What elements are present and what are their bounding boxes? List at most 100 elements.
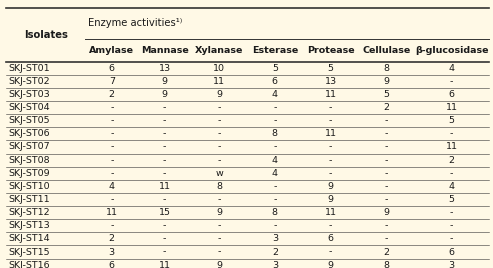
Text: 6: 6: [449, 248, 455, 256]
Text: -: -: [163, 129, 166, 138]
Text: -: -: [163, 221, 166, 230]
Text: -: -: [163, 169, 166, 178]
Text: 9: 9: [162, 90, 168, 99]
Text: Protease: Protease: [307, 46, 354, 55]
Text: 3: 3: [108, 248, 115, 256]
Text: -: -: [450, 169, 454, 178]
Text: -: -: [385, 129, 388, 138]
Text: 7: 7: [109, 77, 115, 86]
Text: -: -: [217, 116, 221, 125]
Text: -: -: [273, 221, 277, 230]
Text: SKJ-ST15: SKJ-ST15: [8, 248, 49, 256]
Text: 2: 2: [109, 234, 115, 243]
Text: 9: 9: [327, 182, 334, 191]
Text: -: -: [450, 129, 454, 138]
Text: SKJ-ST08: SKJ-ST08: [8, 156, 49, 165]
Text: 5: 5: [327, 64, 334, 73]
Text: -: -: [217, 195, 221, 204]
Text: -: -: [217, 248, 221, 256]
Text: -: -: [110, 143, 113, 151]
Text: 11: 11: [159, 261, 171, 268]
Text: 11: 11: [213, 77, 225, 86]
Text: -: -: [110, 116, 113, 125]
Text: -: -: [163, 234, 166, 243]
Text: 5: 5: [384, 90, 389, 99]
Text: -: -: [273, 195, 277, 204]
Text: 9: 9: [384, 77, 389, 86]
Text: 11: 11: [446, 103, 458, 112]
Text: 6: 6: [272, 77, 278, 86]
Text: -: -: [385, 221, 388, 230]
Text: -: -: [273, 103, 277, 112]
Text: Isolates: Isolates: [24, 30, 68, 40]
Text: -: -: [110, 169, 113, 178]
Text: SKJ-ST04: SKJ-ST04: [8, 103, 49, 112]
Text: -: -: [385, 156, 388, 165]
Text: 9: 9: [327, 261, 334, 268]
Text: 11: 11: [324, 129, 337, 138]
Text: -: -: [217, 143, 221, 151]
Text: -: -: [217, 129, 221, 138]
Text: 4: 4: [109, 182, 115, 191]
Text: 6: 6: [449, 90, 455, 99]
Text: 8: 8: [272, 129, 278, 138]
Text: -: -: [273, 182, 277, 191]
Text: SKJ-ST11: SKJ-ST11: [8, 195, 49, 204]
Text: 11: 11: [324, 208, 337, 217]
Text: -: -: [450, 77, 454, 86]
Text: Xylanase: Xylanase: [195, 46, 243, 55]
Text: 4: 4: [272, 169, 278, 178]
Text: 9: 9: [216, 90, 222, 99]
Text: 13: 13: [159, 64, 171, 73]
Text: SKJ-ST05: SKJ-ST05: [8, 116, 49, 125]
Text: 11: 11: [446, 143, 458, 151]
Text: -: -: [163, 143, 166, 151]
Text: 2: 2: [384, 248, 389, 256]
Text: 4: 4: [272, 90, 278, 99]
Text: SKJ-ST13: SKJ-ST13: [8, 221, 50, 230]
Text: 4: 4: [272, 156, 278, 165]
Text: 5: 5: [449, 195, 455, 204]
Text: -: -: [329, 221, 332, 230]
Text: SKJ-ST16: SKJ-ST16: [8, 261, 49, 268]
Text: -: -: [450, 208, 454, 217]
Text: w: w: [215, 169, 223, 178]
Text: 13: 13: [324, 77, 337, 86]
Text: -: -: [329, 169, 332, 178]
Text: 6: 6: [109, 64, 115, 73]
Text: -: -: [163, 116, 166, 125]
Text: SKJ-ST12: SKJ-ST12: [8, 208, 49, 217]
Text: Amylase: Amylase: [89, 46, 134, 55]
Text: 4: 4: [449, 64, 455, 73]
Text: -: -: [163, 156, 166, 165]
Text: 5: 5: [272, 64, 278, 73]
Text: SKJ-ST07: SKJ-ST07: [8, 143, 49, 151]
Text: -: -: [385, 234, 388, 243]
Text: -: -: [329, 143, 332, 151]
Text: -: -: [110, 156, 113, 165]
Text: -: -: [163, 248, 166, 256]
Text: SKJ-ST01: SKJ-ST01: [8, 64, 49, 73]
Text: -: -: [385, 169, 388, 178]
Text: -: -: [273, 143, 277, 151]
Text: 11: 11: [324, 90, 337, 99]
Text: SKJ-ST10: SKJ-ST10: [8, 182, 49, 191]
Text: -: -: [110, 129, 113, 138]
Text: SKJ-ST14: SKJ-ST14: [8, 234, 49, 243]
Text: 9: 9: [384, 208, 389, 217]
Text: 2: 2: [449, 156, 455, 165]
Text: 3: 3: [272, 261, 278, 268]
Text: -: -: [110, 221, 113, 230]
Text: 2: 2: [109, 90, 115, 99]
Text: 8: 8: [384, 261, 389, 268]
Text: 9: 9: [216, 261, 222, 268]
Text: -: -: [110, 103, 113, 112]
Text: -: -: [385, 116, 388, 125]
Text: -: -: [385, 195, 388, 204]
Text: -: -: [163, 195, 166, 204]
Text: 6: 6: [109, 261, 115, 268]
Text: Mannase: Mannase: [141, 46, 188, 55]
Text: 4: 4: [449, 182, 455, 191]
Text: 9: 9: [216, 208, 222, 217]
Text: 9: 9: [327, 195, 334, 204]
